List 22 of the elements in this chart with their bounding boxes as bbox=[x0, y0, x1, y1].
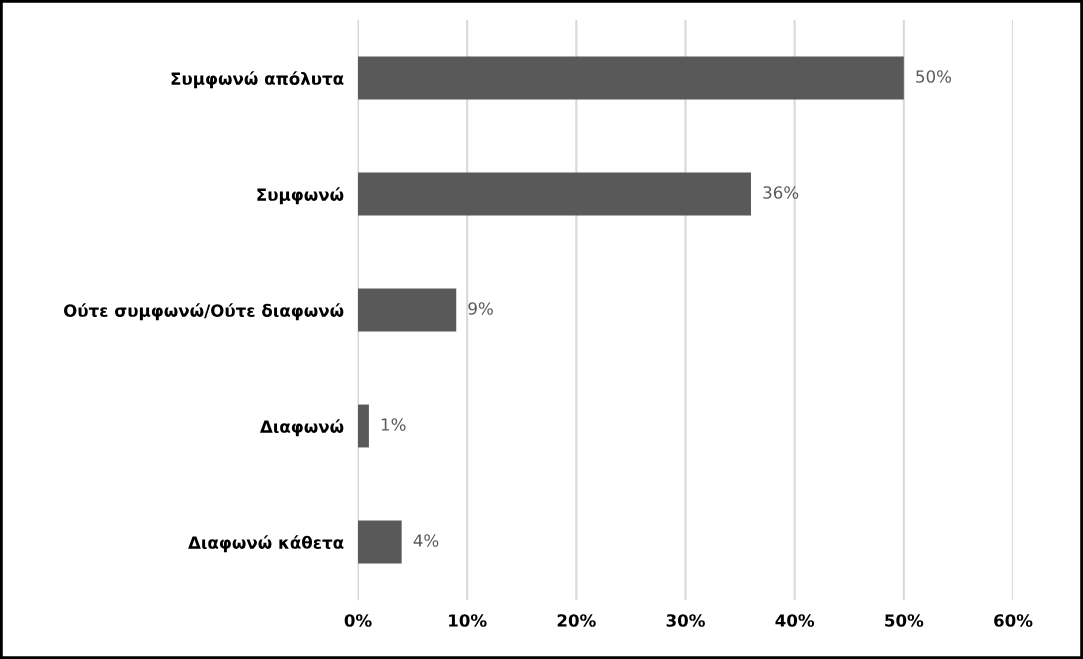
x-tick-label: 10% bbox=[449, 614, 487, 627]
bar bbox=[358, 288, 457, 332]
x-tick-label: 0% bbox=[344, 614, 372, 627]
bar bbox=[358, 404, 369, 448]
data-label: 50% bbox=[916, 70, 952, 83]
x-tick-label: 40% bbox=[775, 614, 815, 627]
bar bbox=[358, 172, 751, 216]
data-label: 36% bbox=[763, 186, 799, 199]
y-tick-label: Διαφωνώ bbox=[259, 419, 344, 437]
x-tick-label: 50% bbox=[885, 614, 924, 627]
y-tick-label: Ούτε συμφωνώ/Ούτε διαφωνώ bbox=[63, 303, 344, 321]
y-tick-label: Συμφωνώ bbox=[257, 187, 344, 205]
y-tick-label: Διαφωνώ κάθετα bbox=[188, 535, 344, 553]
bar bbox=[358, 56, 904, 100]
bar bbox=[358, 520, 402, 564]
x-tick-label: 30% bbox=[666, 614, 705, 627]
data-label: 1% bbox=[381, 418, 406, 431]
data-label: 4% bbox=[413, 534, 439, 547]
x-tick-label: 60% bbox=[994, 614, 1033, 627]
data-label: 9% bbox=[468, 302, 493, 315]
y-tick-label: Συμφωνώ απόλυτα bbox=[171, 71, 344, 89]
x-tick-label: 20% bbox=[557, 614, 596, 627]
